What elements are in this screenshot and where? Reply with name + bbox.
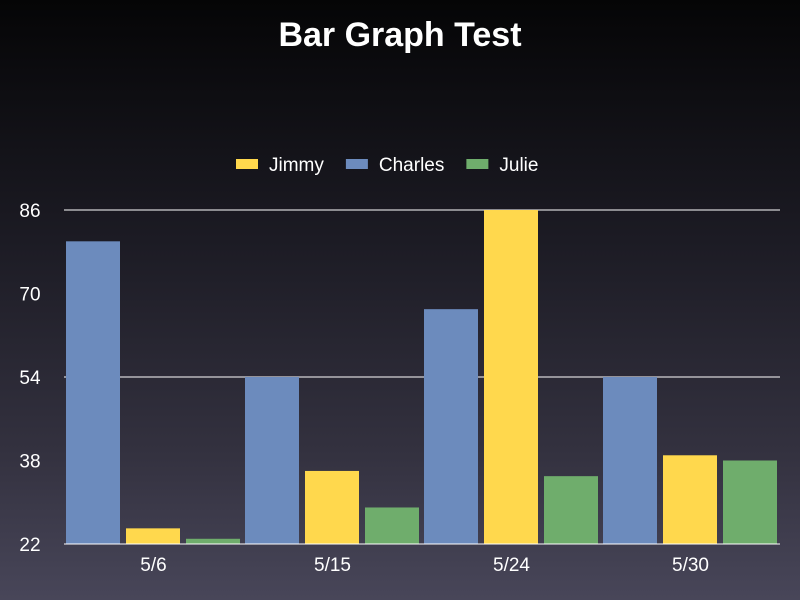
bar-charles-5-15 (245, 377, 299, 544)
x-tick-label-5-15: 5/15 (314, 555, 351, 576)
bar-julie-5-15 (365, 507, 419, 544)
bar-charles-5-6 (66, 241, 120, 544)
bar-jimmy-5-30 (663, 455, 717, 544)
bar-jimmy-5-15 (305, 470, 359, 544)
legend: Jimmy Charles Julie (236, 155, 538, 176)
legend-item-charles: Charles (345, 155, 444, 176)
bar-charles-5-24 (424, 309, 478, 544)
x-tick-label-5-30: 5/30 (672, 555, 709, 576)
bar-julie-5-24 (544, 476, 598, 544)
legend-item-julie: Julie (466, 155, 538, 176)
x-axis-ticks: 5/6 5/15 5/24 5/30 (140, 555, 709, 576)
bar-julie-5-6 (186, 538, 240, 544)
bar-julie-5-30 (723, 460, 777, 544)
y-tick-label-86: 86 (19, 201, 40, 222)
bar-jimmy-5-6 (126, 528, 180, 544)
x-tick-label-5-24: 5/24 (493, 555, 530, 576)
y-tick-label-22: 22 (19, 535, 40, 556)
legend-swatch-charles (345, 159, 368, 169)
bar-charles-5-30 (603, 377, 657, 544)
y-axis-ticks: 22 38 54 70 86 (19, 201, 41, 556)
chart-title: Bar Graph Test (278, 16, 521, 54)
x-tick-label-5-6: 5/6 (140, 555, 166, 576)
legend-swatch-jimmy (236, 159, 258, 169)
legend-item-jimmy: Jimmy (236, 155, 324, 176)
y-tick-label-70: 70 (19, 285, 40, 306)
y-tick-label-54: 54 (19, 368, 41, 389)
legend-label-jimmy: Jimmy (269, 155, 324, 176)
bar-jimmy-5-24 (484, 210, 538, 544)
y-tick-label-38: 38 (19, 452, 40, 473)
bars (66, 210, 777, 544)
gridlines (64, 209, 780, 378)
legend-swatch-julie (466, 159, 489, 169)
legend-label-julie: Julie (499, 155, 538, 176)
legend-label-charles: Charles (379, 155, 444, 176)
